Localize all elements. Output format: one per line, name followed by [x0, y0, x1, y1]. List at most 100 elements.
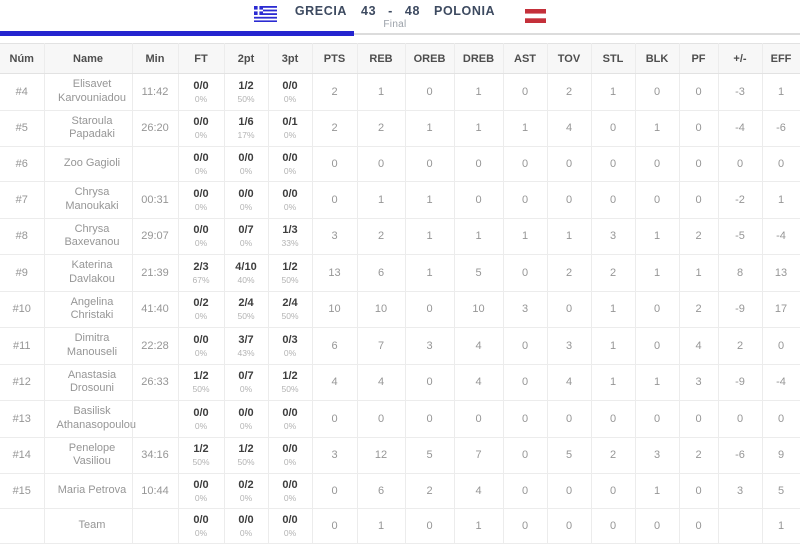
- match-score-line: GRECIA 43 - 48 POLONIA: [287, 4, 503, 18]
- away-score: 48: [404, 4, 421, 18]
- cell-num: #8: [0, 217, 45, 255]
- made-attempted: 0/0: [193, 79, 209, 92]
- cell-blk: 0: [634, 400, 680, 438]
- cell-ft: 0/0 0%: [177, 73, 225, 111]
- cell-pm: [717, 508, 763, 544]
- cell-pm: 8: [717, 254, 763, 292]
- cell-reb: 0: [356, 146, 406, 182]
- cell-ast: 1: [502, 109, 548, 147]
- cell-min: 22:28: [131, 327, 179, 365]
- cell-pf: 0: [678, 146, 719, 182]
- cell-blk: 1: [634, 363, 680, 401]
- cell-pf: 0: [678, 109, 719, 147]
- shooting-percentage: 50%: [281, 384, 299, 395]
- cell-dreb: 10: [453, 290, 504, 328]
- cell-name: Basilisk Athanasopoulou: [43, 400, 136, 438]
- table-row: #13 Basilisk Athanasopoulou 0/0 0% 0/0 0% 0/0 0…: [0, 400, 800, 438]
- made-attempted: 0/3: [282, 333, 298, 346]
- cell-name: Staroula Papadaki: [43, 109, 133, 147]
- greece-flag-icon: [253, 6, 277, 22]
- cell-tov: 2: [546, 254, 592, 292]
- cell-oreb: 1: [404, 181, 455, 219]
- cell-pf: 0: [678, 400, 719, 438]
- cell-oreb: 5: [404, 436, 455, 474]
- cell-name: Anastasia Drosouni: [43, 363, 133, 401]
- shooting-percentage: 0%: [194, 201, 208, 212]
- made-attempted: 2/4: [282, 297, 298, 310]
- cell-pm: 0: [717, 146, 763, 182]
- boxscore-table: Núm Name Min FT 2pt 3pt PTS REB OREB DREB AST TOV ST…: [0, 43, 800, 544]
- cell-ast: 0: [502, 508, 548, 544]
- made-attempted: 2/3: [193, 260, 209, 273]
- cell-pm: -9: [717, 363, 763, 401]
- shooting-percentage: 0%: [194, 166, 208, 176]
- made-attempted: 0/1: [282, 116, 298, 129]
- column-header: TOV: [546, 43, 592, 74]
- cell-blk: 0: [634, 508, 680, 544]
- cell-p2: 0/7 0%: [223, 363, 269, 401]
- cell-num: #10: [0, 290, 45, 328]
- made-attempted: 1/2: [282, 370, 298, 383]
- cell-oreb: 1: [404, 254, 455, 292]
- cell-dreb: 1: [453, 217, 504, 255]
- cell-pts: 0: [311, 181, 358, 219]
- cell-name: Dimitra Manouseli: [43, 327, 133, 365]
- cell-ast: 0: [502, 400, 548, 438]
- cell-num: #7: [0, 181, 45, 219]
- cell-num: #11: [0, 327, 45, 365]
- cell-ft: 0/0 0%: [177, 109, 225, 147]
- cell-pf: 2: [678, 436, 719, 474]
- cell-pts: 0: [311, 508, 358, 544]
- shooting-percentage: 50%: [192, 384, 210, 395]
- cell-stl: 1: [590, 327, 636, 365]
- cell-ft: 0/0 0%: [177, 181, 225, 219]
- column-header: AST: [502, 43, 548, 74]
- made-attempted: 1/2: [238, 79, 254, 92]
- cell-reb: 1: [356, 508, 406, 544]
- made-attempted: 0/7: [238, 370, 254, 383]
- column-header: EFF: [761, 43, 800, 74]
- shooting-percentage: 0%: [283, 457, 297, 468]
- shooting-percentage: 0%: [283, 201, 297, 212]
- made-attempted: 0/0: [193, 333, 209, 346]
- shooting-percentage: 0%: [283, 493, 297, 503]
- cell-min: [131, 508, 179, 544]
- cell-num: #12: [0, 363, 45, 401]
- cell-pts: 13: [311, 254, 358, 292]
- cell-blk: 1: [634, 109, 680, 147]
- cell-eff: 13: [761, 254, 800, 292]
- cell-pts: 0: [311, 473, 358, 509]
- cell-name: Maria Petrova: [43, 473, 133, 509]
- cell-blk: 0: [634, 327, 680, 365]
- cell-ft: 1/2 50%: [177, 363, 225, 401]
- made-attempted: 1/3: [282, 224, 298, 237]
- made-attempted: 1/2: [238, 443, 254, 456]
- cell-ast: 0: [502, 254, 548, 292]
- cell-dreb: 1: [453, 508, 504, 544]
- cell-tov: 4: [546, 363, 592, 401]
- cell-ft: 0/0 0%: [177, 327, 225, 365]
- made-attempted: 0/0: [238, 406, 254, 419]
- made-attempted: 3/7: [238, 333, 254, 346]
- cell-oreb: 0: [404, 73, 455, 111]
- home-score: 43: [361, 4, 377, 18]
- cell-p2: 0/0 0%: [223, 400, 269, 438]
- shooting-percentage: 0%: [283, 420, 297, 431]
- column-header: Name: [43, 43, 133, 74]
- cell-eff: 9: [761, 436, 800, 474]
- table-row: #12 Anastasia Drosouni 26:33 1/2 50% 0/7 0% 1/2…: [0, 363, 800, 401]
- made-attempted: 1/2: [282, 260, 298, 273]
- cell-name: Team: [43, 508, 133, 544]
- cell-tov: 3: [546, 327, 592, 365]
- column-header: BLK: [634, 43, 680, 74]
- shooting-percentage: 0%: [194, 493, 208, 503]
- cell-pf: 0: [678, 73, 719, 111]
- shooting-percentage: 0%: [283, 130, 297, 141]
- cell-stl: 0: [590, 508, 636, 544]
- cell-min: 34:16: [131, 436, 179, 474]
- cell-min: [131, 146, 179, 182]
- cell-stl: 0: [590, 473, 636, 509]
- table-row: #9 Katerina Davlakou 21:39 2/3 67% 4/10 40% 1/2…: [0, 254, 800, 292]
- cell-tov: 4: [546, 109, 592, 147]
- cell-dreb: 4: [453, 473, 504, 509]
